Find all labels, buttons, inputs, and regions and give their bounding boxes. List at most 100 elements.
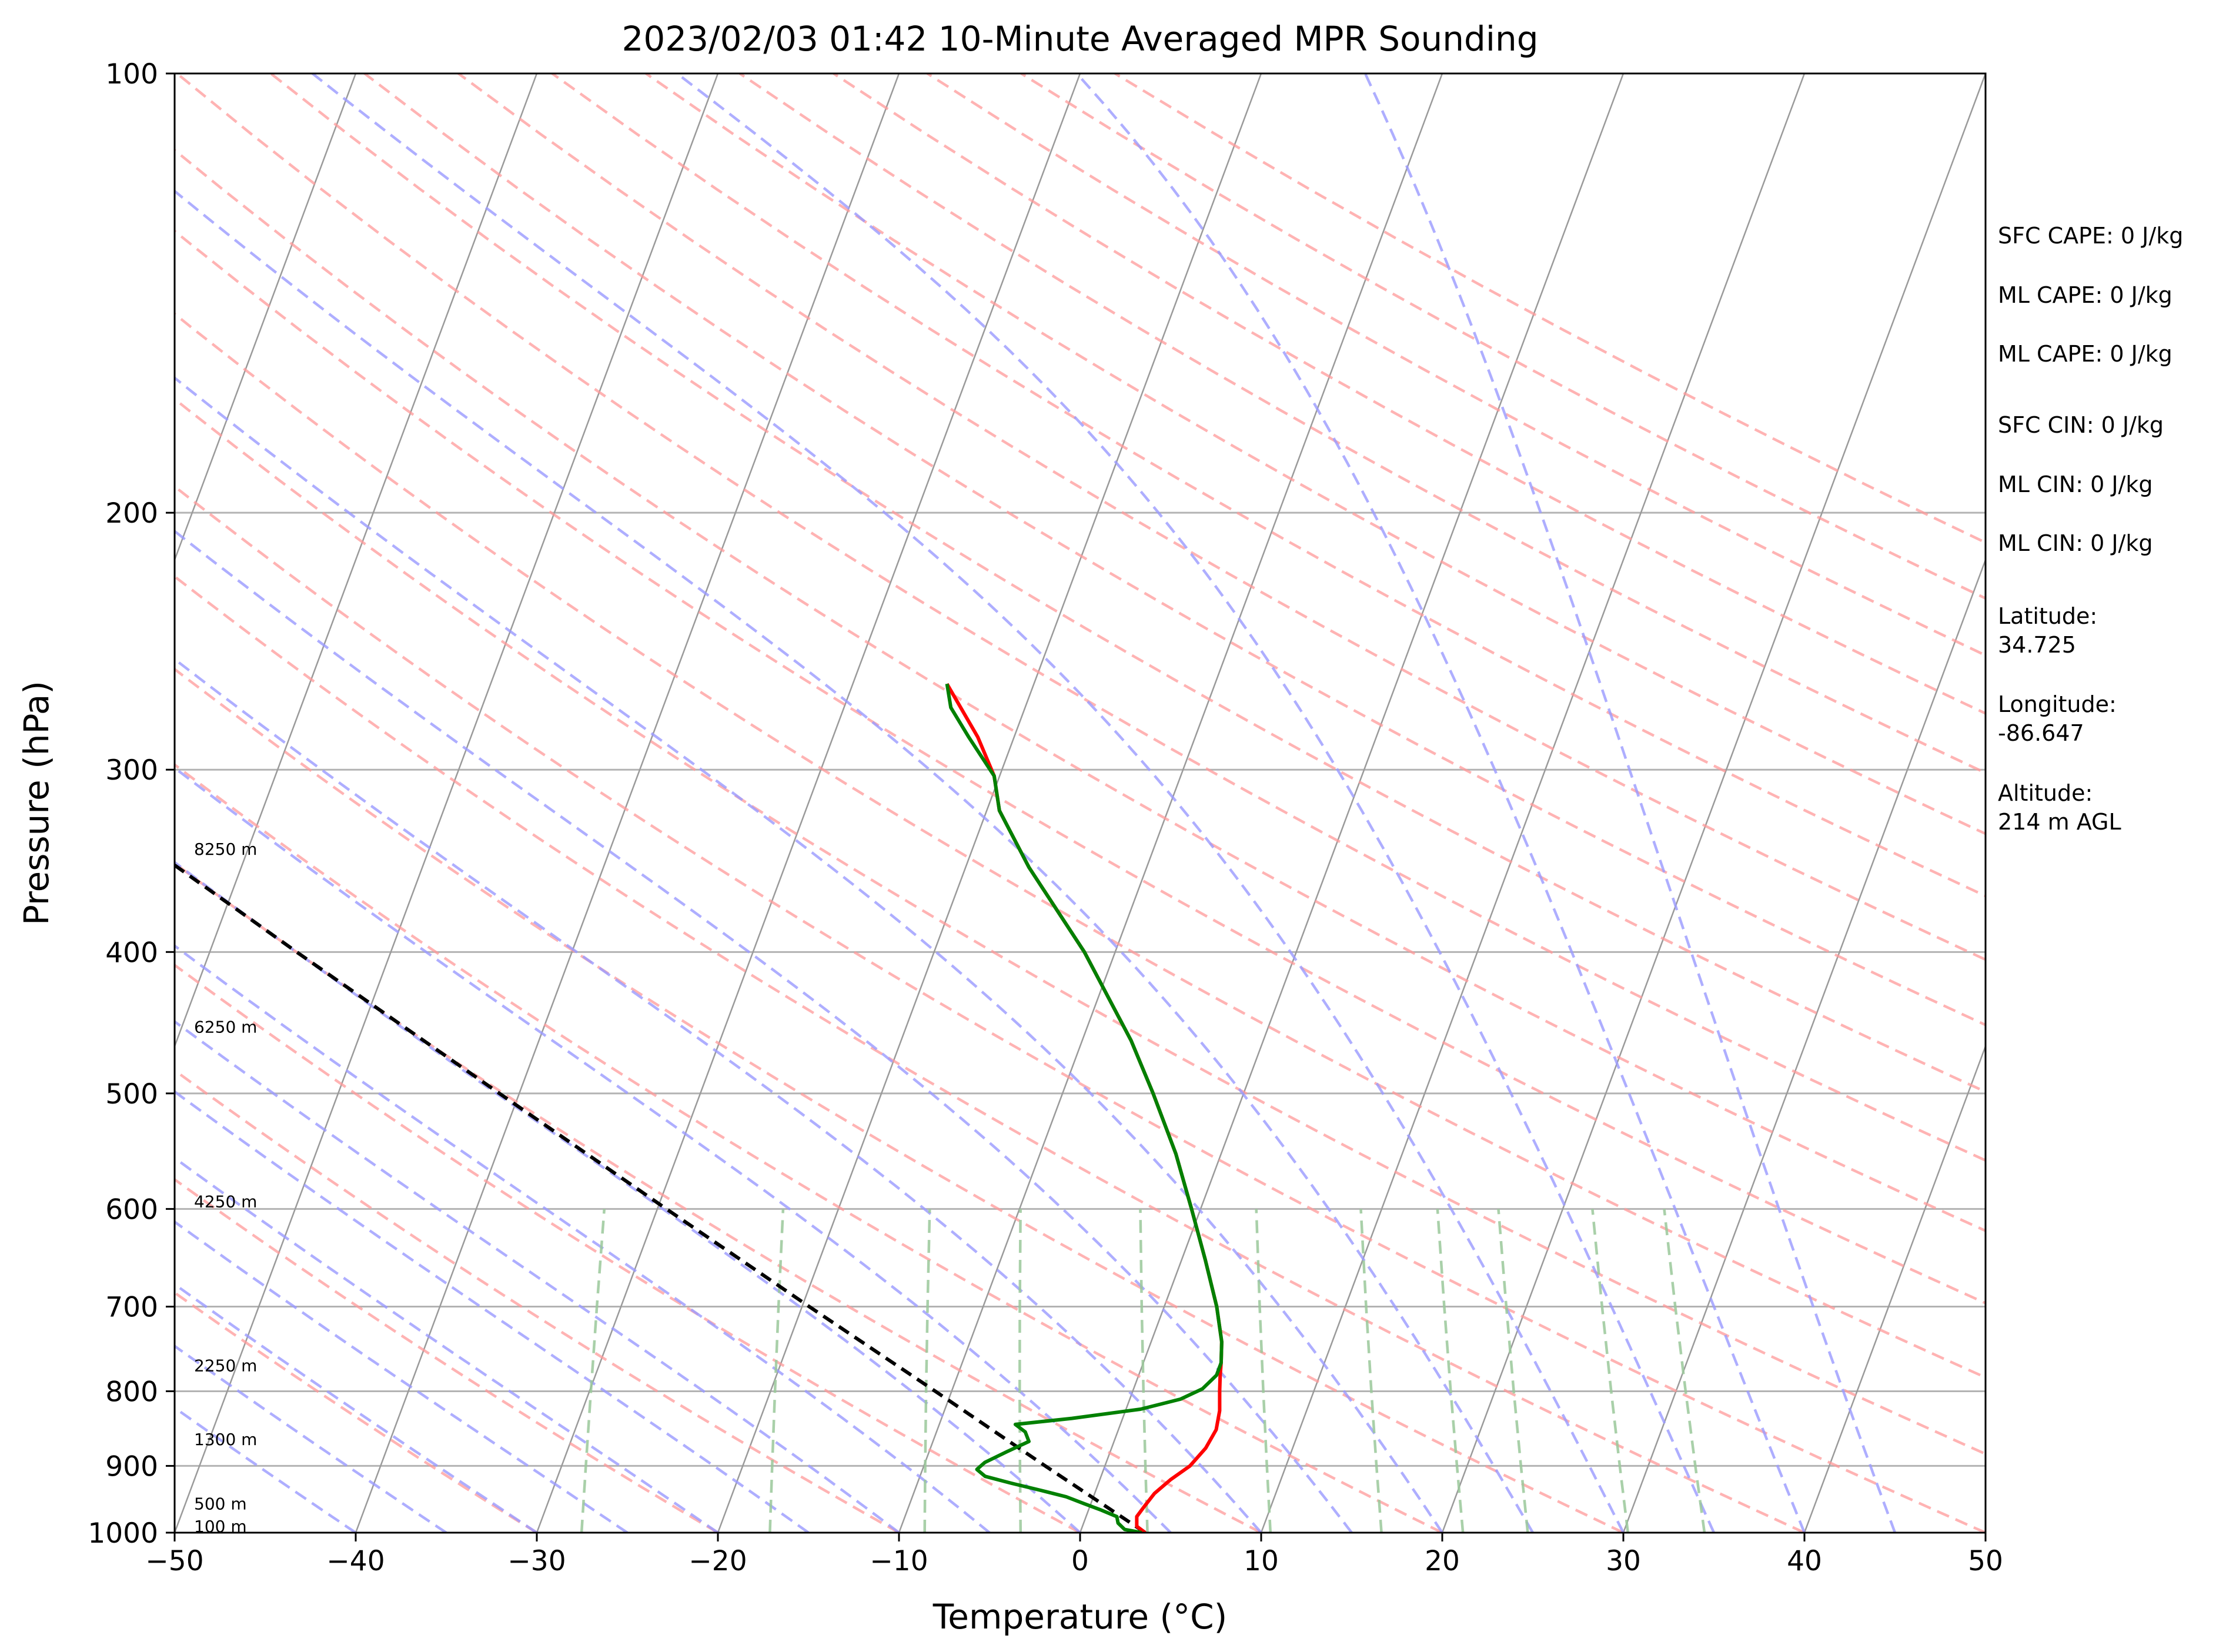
y-tick-label: 900	[105, 1450, 158, 1483]
dry-adiabat	[175, 484, 1986, 1533]
x-tick-label: 50	[1968, 1545, 2003, 1577]
dry-adiabat	[175, 861, 1262, 1533]
height-label: 2250 m	[194, 1356, 257, 1375]
dewpoint-profile	[945, 683, 1224, 1533]
isotherm	[175, 73, 719, 1533]
y-tick-label: 800	[105, 1376, 158, 1408]
dry-adiabat	[176, 73, 1986, 1162]
x-tick-label: 40	[1787, 1545, 1822, 1577]
x-tick-label: 30	[1606, 1545, 1641, 1577]
x-tick-label: 0	[1071, 1545, 1089, 1577]
dry-adiabat	[645, 73, 1986, 835]
altitude-label: Altitude:	[1998, 780, 2093, 806]
ml-cape-text-2: ML CAPE: 0 J/kg	[1998, 341, 2172, 367]
moist-adiabat	[175, 1090, 810, 1533]
isotherm	[717, 73, 1262, 1533]
height-label: 500 m	[194, 1494, 247, 1513]
dry-adiabat	[175, 763, 1443, 1533]
mixing-ratio-line	[1018, 1209, 1022, 1533]
sfc-cin-text: SFC CIN: 0 J/kg	[1998, 412, 2164, 438]
moist-adiabat	[175, 1282, 538, 1533]
isotherm	[1079, 73, 1625, 1533]
isotherm	[1441, 73, 1986, 1533]
mixing-ratio-line	[580, 1209, 606, 1533]
longitude-label: Longitude:	[1998, 691, 2117, 717]
y-axis: 100 200 300 400 500 600 700 800 900 1000	[88, 58, 175, 1550]
sfc-cape-text: SFC CAPE: 0 J/kg	[1998, 223, 2183, 249]
height-label: 1300 m	[194, 1430, 257, 1449]
dry-adiabat	[175, 963, 1081, 1533]
x-tick-label: −50	[145, 1545, 203, 1577]
mixing-ratio-line	[768, 1209, 785, 1533]
mixing-ratio-line	[1139, 1209, 1149, 1533]
plot-area	[175, 73, 1986, 1533]
dry-adiabat	[175, 312, 1986, 1379]
info-panel: SFC CAPE: 0 J/kg ML CAPE: 0 J/kg ML CAPE…	[1998, 223, 2183, 835]
isotherm	[1260, 73, 1806, 1533]
moist-adiabat	[676, 73, 1716, 1533]
isotherm	[175, 73, 357, 562]
moist-adiabat	[175, 860, 1081, 1533]
moist-adiabat	[175, 1406, 357, 1533]
y-tick-label: 500	[105, 1078, 158, 1111]
moist-adiabat	[175, 944, 991, 1533]
isotherm	[898, 73, 1443, 1533]
ml-cin-text: ML CIN: 0 J/kg	[1998, 471, 2153, 497]
moist-adiabat	[175, 766, 1172, 1533]
moist-adiabat	[312, 73, 1625, 1533]
moist-adiabat	[175, 1156, 719, 1533]
moist-adiabat	[175, 1344, 447, 1533]
ml-cape-text: ML CAPE: 0 J/kg	[1998, 282, 2172, 308]
dry-adiabat	[175, 1068, 900, 1533]
y-tick-label: 1000	[88, 1517, 158, 1550]
chart-title: 2023/02/03 01:42 10-Minute Averaged MPR …	[621, 19, 1538, 59]
isotherm	[1803, 1044, 1986, 1533]
moist-adiabat	[1363, 73, 1897, 1533]
moist-adiabat	[175, 189, 1534, 1533]
y-axis-label: Pressure (hPa)	[16, 681, 56, 925]
x-tick-label: −10	[870, 1545, 928, 1577]
dry-adiabat	[175, 148, 1986, 1232]
dry-adiabat	[175, 1291, 538, 1533]
mixing-ratio-line	[1359, 1209, 1383, 1533]
dry-adiabat	[457, 73, 1986, 961]
reference-lines	[175, 73, 1986, 1533]
dry-adiabat	[551, 73, 1986, 898]
isotherm	[355, 73, 900, 1533]
y-tick-label: 700	[105, 1292, 158, 1324]
x-tick-label: −40	[326, 1545, 385, 1577]
dry-adiabat	[175, 229, 1986, 1305]
y-tick-label: 300	[105, 754, 158, 787]
x-axis: −50 −40 −30 −20 −10 0 10 20 30 40 50	[145, 1533, 2003, 1577]
y-tick-label: 600	[105, 1193, 158, 1226]
isotherm	[536, 73, 1081, 1533]
latitude-value: 34.725	[1998, 632, 2076, 658]
dry-adiabat	[175, 574, 1805, 1533]
mixing-ratio-line	[923, 1209, 931, 1533]
height-label: 8250 m	[194, 840, 257, 859]
dry-adiabat	[833, 73, 1986, 715]
altitude-value: 214 m AGL	[1998, 809, 2121, 835]
temperature-profile	[945, 683, 1224, 1533]
moist-adiabat	[1075, 73, 1806, 1533]
x-tick-label: −30	[507, 1545, 566, 1577]
ml-cin-text-2: ML CIN: 0 J/kg	[1998, 530, 2153, 556]
mixing-ratio-line	[1663, 1209, 1706, 1533]
height-label: 4250 m	[194, 1192, 257, 1212]
moist-adiabat	[175, 529, 1353, 1533]
mixing-ratio-line	[1436, 1209, 1465, 1533]
mixing-ratio-line	[1497, 1209, 1529, 1533]
dry-adiabat	[363, 73, 1986, 1026]
height-label: 6250 m	[194, 1017, 257, 1036]
moist-adiabat	[175, 376, 1443, 1533]
x-tick-label: 20	[1425, 1545, 1460, 1577]
y-tick-label: 100	[105, 58, 158, 91]
moist-adiabat	[175, 657, 1262, 1533]
isotherm	[1622, 557, 1986, 1533]
x-tick-label: 10	[1244, 1545, 1279, 1577]
y-tick-label: 400	[105, 937, 158, 969]
moist-adiabat	[175, 1220, 629, 1533]
x-tick-label: −20	[688, 1545, 747, 1577]
parcel-profile	[175, 862, 1147, 1533]
